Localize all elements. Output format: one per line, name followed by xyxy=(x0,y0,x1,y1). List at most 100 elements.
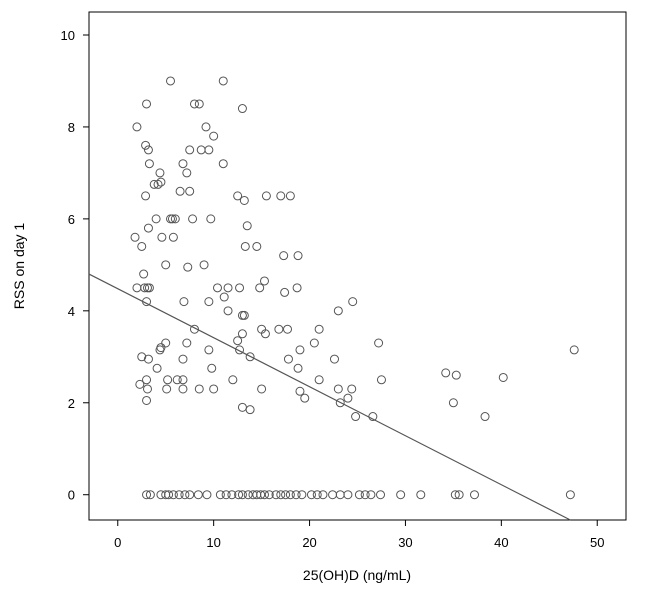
data-point xyxy=(163,375,173,385)
data-point xyxy=(166,214,176,224)
data-point xyxy=(175,186,185,196)
data-point xyxy=(135,379,145,389)
data-point xyxy=(132,122,142,132)
x-tick-label: 50 xyxy=(590,535,604,550)
data-point xyxy=(279,251,289,261)
data-point xyxy=(193,490,203,500)
data-point xyxy=(293,363,303,373)
y-tick-label: 10 xyxy=(61,28,75,43)
data-point xyxy=(144,159,154,169)
data-point xyxy=(137,241,147,251)
data-point xyxy=(293,251,303,261)
data-point xyxy=(285,490,295,500)
data-point xyxy=(185,490,195,500)
data-point xyxy=(161,260,171,270)
x-tick-label: 10 xyxy=(206,535,220,550)
data-point xyxy=(142,375,152,385)
data-point xyxy=(178,159,188,169)
data-point xyxy=(196,145,206,155)
data-point xyxy=(333,384,343,394)
data-point xyxy=(450,490,460,500)
data-point xyxy=(243,490,253,500)
data-point xyxy=(145,490,155,500)
data-point xyxy=(179,297,189,307)
data-point xyxy=(161,338,171,348)
data-point xyxy=(157,232,167,242)
data-point xyxy=(209,131,219,141)
data-point xyxy=(141,140,151,150)
data-point xyxy=(142,490,152,500)
y-tick-label: 4 xyxy=(68,304,75,319)
data-point xyxy=(139,269,149,279)
data-point xyxy=(185,145,195,155)
data-point xyxy=(228,375,238,385)
data-point xyxy=(201,122,211,132)
data-point xyxy=(172,375,182,385)
data-point xyxy=(259,490,269,500)
data-point xyxy=(182,168,192,178)
data-point xyxy=(329,354,339,364)
data-point xyxy=(142,297,152,307)
data-point xyxy=(168,490,178,500)
data-point xyxy=(260,329,270,339)
data-point xyxy=(252,241,262,251)
data-point xyxy=(335,490,345,500)
data-point xyxy=(189,99,199,109)
data-point xyxy=(152,363,162,373)
data-point xyxy=(153,179,163,189)
data-point xyxy=(166,76,176,86)
data-point xyxy=(469,490,479,500)
data-point xyxy=(237,402,247,412)
data-point xyxy=(156,490,166,500)
data-point xyxy=(239,195,249,205)
data-point xyxy=(282,324,292,334)
data-point xyxy=(480,412,490,422)
data-point xyxy=(185,186,195,196)
data-point xyxy=(242,221,252,231)
data-point xyxy=(144,283,154,293)
data-point xyxy=(264,490,274,500)
data-point xyxy=(255,283,265,293)
data-point xyxy=(261,191,271,201)
data-point xyxy=(143,145,153,155)
data-point xyxy=(143,354,153,364)
data-point xyxy=(142,99,152,109)
data-point xyxy=(218,76,228,86)
data-point xyxy=(178,354,188,364)
data-point xyxy=(360,490,370,500)
data-point xyxy=(212,283,222,293)
data-point xyxy=(209,384,219,394)
data-point xyxy=(314,375,324,385)
data-point xyxy=(245,352,255,362)
data-point xyxy=(257,384,267,394)
data-point xyxy=(276,490,286,500)
data-point xyxy=(149,179,159,189)
data-point xyxy=(280,287,290,297)
data-point xyxy=(309,338,319,348)
data-point xyxy=(292,283,302,293)
data-point xyxy=(451,370,461,380)
data-point xyxy=(237,104,247,114)
x-tick-label: 0 xyxy=(114,535,121,550)
data-point xyxy=(347,384,357,394)
data-point xyxy=(300,393,310,403)
x-tick-label: 20 xyxy=(302,535,316,550)
data-point xyxy=(204,345,214,355)
y-axis: 0 2 4 6 8 10 xyxy=(61,28,89,503)
x-axis-label: 25(OH)D (ng/mL) xyxy=(303,567,411,583)
data-points xyxy=(130,76,579,500)
data-point xyxy=(314,324,324,334)
data-point xyxy=(218,159,228,169)
data-point xyxy=(170,214,180,224)
data-point xyxy=(215,490,225,500)
data-point xyxy=(178,384,188,394)
data-point xyxy=(368,412,378,422)
data-point xyxy=(318,490,328,500)
data-point xyxy=(206,214,216,224)
data-point xyxy=(343,393,353,403)
data-point xyxy=(237,490,247,500)
data-point xyxy=(180,490,190,500)
data-point xyxy=(283,354,293,364)
data-point xyxy=(234,490,244,500)
plot-area-border xyxy=(88,11,627,521)
